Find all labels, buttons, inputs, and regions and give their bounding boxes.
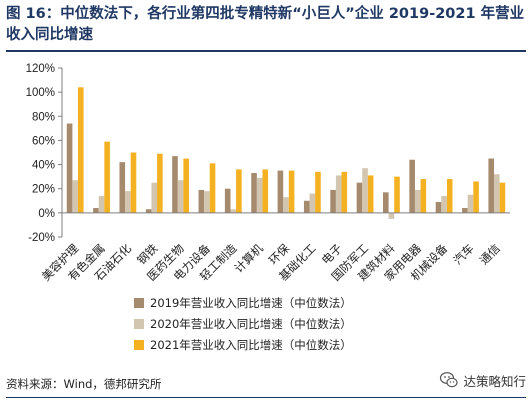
bar-3-电力设备 — [209, 163, 216, 213]
bar-2-国防军工 — [362, 168, 368, 213]
bar-2-医药生物 — [177, 180, 184, 213]
bar-1-有色金属 — [93, 208, 99, 213]
wechat-icon — [440, 372, 459, 388]
bar-3-电子 — [341, 171, 348, 213]
bar-2-轻工制造 — [230, 209, 237, 213]
bar-2-石油石化 — [125, 191, 131, 213]
bar-3-计算机 — [262, 169, 269, 213]
bar-3-通信 — [499, 182, 506, 213]
bar-3-国防军工 — [367, 175, 374, 213]
bar-1-电子 — [330, 189, 336, 213]
bar-2-通信 — [494, 174, 500, 213]
bar-3-钢铁 — [157, 153, 163, 213]
y-tick-label: 60% — [32, 135, 55, 147]
watermark-text: 达策略知行 — [463, 373, 526, 389]
bar-3-医药生物 — [183, 158, 189, 213]
x-category-label: 计算机 — [231, 241, 266, 276]
bar-1-轻工制造 — [224, 188, 231, 213]
legend-swatch — [134, 298, 144, 308]
y-tick-label: 20% — [32, 184, 55, 196]
bar-2-建筑材料 — [388, 212, 395, 219]
bar-1-环保 — [277, 170, 284, 213]
bar-3-机械设备 — [446, 179, 453, 213]
bar-1-美容护理 — [66, 123, 73, 213]
watermark: 达策略知行 — [439, 370, 526, 390]
bar-2-家用电器 — [414, 189, 421, 213]
x-category-label: 汽车 — [450, 241, 476, 267]
bar-2-钢铁 — [151, 182, 158, 213]
legend-label: 2020年营业收入同比增速（中位数法） — [150, 317, 352, 331]
bar-1-机械设备 — [435, 201, 442, 213]
bar-2-电力设备 — [204, 191, 210, 213]
bar-3-轻工制造 — [236, 169, 242, 213]
bar-1-电力设备 — [198, 189, 205, 213]
bar-2-计算机 — [256, 177, 263, 213]
chart-legend: 2019年营业收入同比增速（中位数法） 2020年营业收入同比增速（中位数法） 20… — [134, 296, 352, 352]
bar-2-美容护理 — [72, 180, 78, 213]
bar-1-国防军工 — [356, 182, 363, 213]
bar-3-建筑材料 — [394, 176, 400, 213]
figure-title: 图 16：中位数法下，各行业第四批专精特新“小巨人”企业 2019-2021 年… — [6, 6, 525, 43]
y-tick-label: 0% — [38, 208, 55, 220]
bar-3-石油石化 — [130, 152, 137, 213]
bar-1-建筑材料 — [383, 192, 389, 213]
bar-1-通信 — [488, 158, 495, 213]
title-divider — [6, 50, 526, 52]
bar-1-基础化工 — [303, 200, 310, 213]
legend-label: 2019年营业收入同比增速（中位数法） — [150, 296, 352, 310]
bar-2-有色金属 — [98, 195, 105, 213]
bar-3-基础化工 — [315, 171, 321, 213]
y-tick-label: 120% — [26, 63, 55, 75]
bar-2-基础化工 — [309, 193, 316, 213]
legend-swatch — [134, 340, 144, 350]
bar-2-汽车 — [467, 194, 474, 213]
legend-label: 2021年营业收入同比增速（中位数法） — [150, 338, 352, 352]
bar-1-计算机 — [251, 173, 257, 213]
y-tick-label: 40% — [32, 160, 55, 172]
bar-1-石油石化 — [119, 162, 126, 213]
y-tick-label: -20% — [28, 232, 55, 244]
bar-3-环保 — [288, 170, 295, 213]
bar-1-家用电器 — [409, 159, 415, 213]
bar-1-医药生物 — [172, 156, 178, 213]
y-tick-label: 100% — [26, 87, 55, 99]
bar-2-机械设备 — [441, 195, 447, 213]
legend-swatch — [134, 319, 144, 329]
bar-3-美容护理 — [77, 87, 84, 213]
source-note: 资料来源：Wind，德邦研究所 — [6, 377, 162, 391]
y-tick-label: 80% — [32, 111, 55, 123]
bar-3-家用电器 — [420, 179, 427, 213]
bar-3-有色金属 — [104, 141, 110, 213]
bar-2-环保 — [283, 197, 289, 213]
bar-3-汽车 — [473, 181, 479, 213]
bar-1-汽车 — [462, 208, 468, 213]
bar-2-电子 — [335, 175, 342, 213]
bottom-divider — [6, 397, 526, 398]
x-category-label: 通信 — [477, 241, 503, 267]
bar-1-钢铁 — [145, 209, 152, 213]
